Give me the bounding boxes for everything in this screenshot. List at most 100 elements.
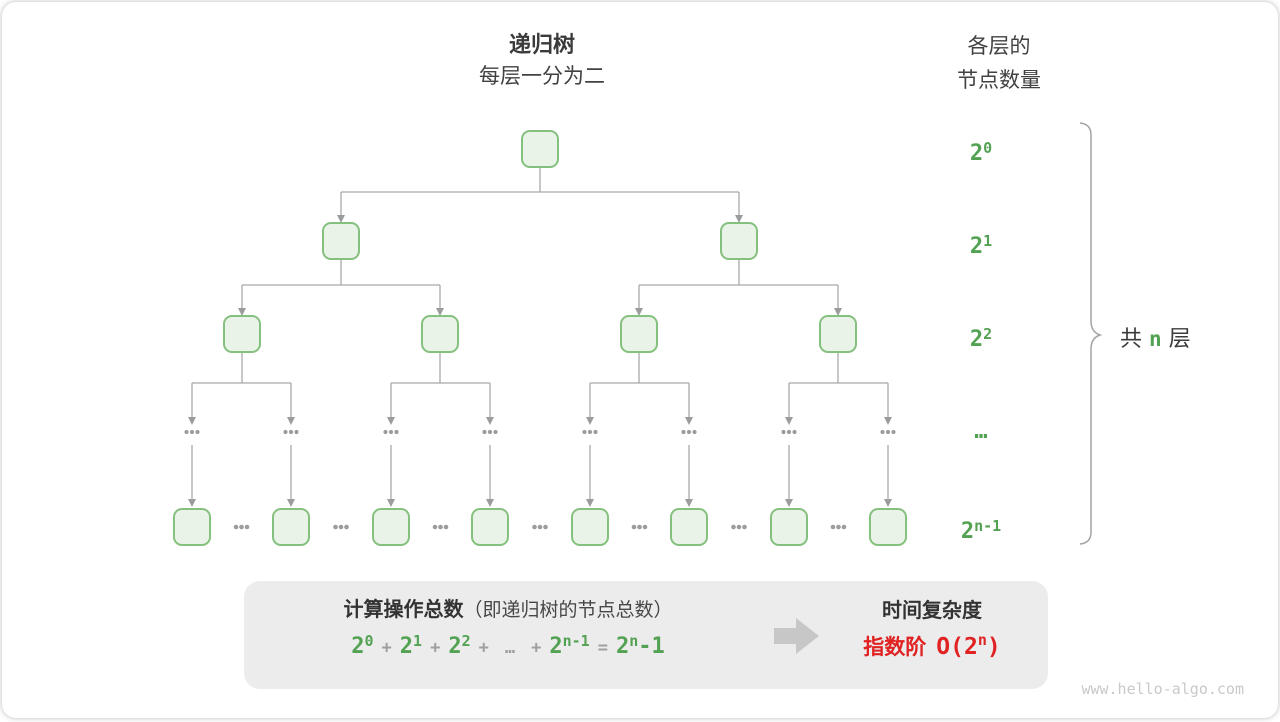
tree-node-l2 (421, 315, 459, 353)
formula-operator: + (531, 638, 541, 658)
mid-level-ellipsis-dot (781, 430, 785, 434)
complexity-title: 时间复杂度 (842, 594, 1022, 623)
mid-level-ellipsis-dot (787, 430, 791, 434)
tree-node-leaf (173, 508, 211, 546)
formula-term: 22 (448, 632, 470, 659)
arrowhead-icon (586, 499, 594, 507)
diagram-subtitle: 每层一分为二 (392, 60, 692, 90)
tree-node-leaf (372, 508, 410, 546)
summary-caption-bold: 计算操作总数 (343, 599, 463, 621)
tree-arrowheads (188, 215, 892, 507)
mid-level-ellipsis-dot (184, 430, 188, 434)
complexity-result: 指数阶 O(2n) (830, 631, 1034, 661)
arrowhead-icon (287, 499, 295, 507)
mid-level-ellipsis-dot (482, 430, 486, 434)
tree-node-leaf (670, 508, 708, 546)
mid-level-ellipsis-dot (582, 430, 586, 434)
leaf-separator-ellipsis-dot (737, 525, 742, 530)
arrowhead-icon (884, 417, 892, 425)
level-label-ellipsis: … (922, 414, 1040, 444)
arrowhead-icon (785, 499, 793, 507)
mid-level-ellipsis-dot (488, 430, 492, 434)
tree-connector-lines (192, 168, 888, 499)
level-label-base: 2 (970, 234, 983, 259)
mid-level-ellipsis-dot (383, 430, 387, 434)
mid-level-ellipsis-dot (886, 430, 890, 434)
mid-level-ellipsis-dot (394, 430, 398, 434)
mid-level-ellipsis-dot (289, 430, 293, 434)
mid-level-ellipsis-dot (593, 430, 597, 434)
mid-level-ellipsis-dot (190, 430, 194, 434)
leaf-separator-ellipsis-dot (344, 525, 349, 530)
leaf-separator-ellipsis-dot (433, 525, 438, 530)
level-label-base: 2 (970, 327, 983, 352)
mid-level-ellipsis-dot (692, 430, 696, 434)
brace (1080, 123, 1100, 544)
leaf-separator-ellipsis-dot (742, 525, 747, 530)
tree-node-leaf (869, 508, 907, 546)
arrowhead-icon (685, 417, 693, 425)
level-label-base: 2 (970, 141, 983, 166)
level-label-1: 21 (922, 229, 1040, 259)
tree-node-l1 (322, 222, 360, 260)
leaf-separator-ellipsis-dot (239, 525, 244, 530)
watermark: www.hello-algo.com (1040, 680, 1244, 698)
formula-ellipsis: … (505, 638, 515, 658)
tree-node-leaf (471, 508, 509, 546)
leaf-separator-ellipsis-dot (731, 525, 736, 530)
level-label-2: 22 (922, 322, 1040, 352)
tree-node-root (521, 130, 559, 168)
node-count-formula: 20 + 21 + 22 + … + 2n-1 = 2n-1 (252, 632, 764, 659)
leaf-separator-ellipsis-dot (339, 525, 344, 530)
mid-level-ellipsis-dot (493, 430, 497, 434)
formula-operator: + (382, 638, 392, 658)
mid-level-ellipsis-dot (294, 430, 298, 434)
complexity-order-label: 指数阶 (863, 631, 926, 661)
summary-caption: 计算操作总数（即递归树的节点总数） (252, 593, 764, 622)
arrowhead-icon (785, 417, 793, 425)
leaf-separator-ellipsis-dot (444, 525, 449, 530)
arrowhead-icon (486, 417, 494, 425)
mid-level-ellipsis-dot (195, 430, 199, 434)
leaf-separator-ellipsis-dot (643, 525, 648, 530)
diagram-title: 递归树 (422, 27, 662, 59)
arrowhead-icon (188, 499, 196, 507)
tree-node-leaf (272, 508, 310, 546)
level-label-sup: n-1 (974, 517, 1001, 535)
leaf-separator-ellipsis-dot (632, 525, 637, 530)
arrowhead-icon (188, 417, 196, 425)
tree-node-l2 (620, 315, 658, 353)
tree-connectors (192, 168, 888, 499)
arrowhead-icon (586, 417, 594, 425)
mid-level-ellipsis-dot (891, 430, 895, 434)
formula-operator: + (479, 638, 489, 658)
brace-label-after: 层 (1169, 326, 1191, 351)
formula-result-term: 2n-1 (616, 632, 665, 659)
level-label-sup: 1 (983, 232, 992, 250)
mid-level-ellipsis-dot (687, 430, 691, 434)
complexity-big-o: O(2n) (936, 631, 1000, 660)
arrowhead-icon (486, 499, 494, 507)
arrowhead-icon (884, 499, 892, 507)
right-header-line1: 各层的 (919, 30, 1079, 60)
tree-node-l2 (223, 315, 261, 353)
level-label-base: … (974, 419, 987, 444)
summary-caption-normal: （即递归树的节点总数） (463, 600, 672, 621)
tree-node-l2 (819, 315, 857, 353)
leaf-separator-ellipsis-dot (333, 525, 338, 530)
formula-equals: = (598, 638, 608, 658)
arrowhead-icon (387, 499, 395, 507)
formula-term: 20 (351, 632, 373, 659)
right-header-line2: 节点数量 (919, 64, 1079, 94)
brace-label-n: n (1149, 327, 1162, 351)
leaf-separator-ellipsis-dot (538, 525, 543, 530)
mid-level-ellipsis-dot (792, 430, 796, 434)
leaf-separator-ellipsis-dot (543, 525, 548, 530)
arrowhead-icon (287, 417, 295, 425)
formula-operator: + (430, 638, 440, 658)
leaf-separator-ellipsis-dot (842, 525, 847, 530)
mid-level-ellipsis-dot (588, 430, 592, 434)
leaf-separator-ellipsis-dot (637, 525, 642, 530)
